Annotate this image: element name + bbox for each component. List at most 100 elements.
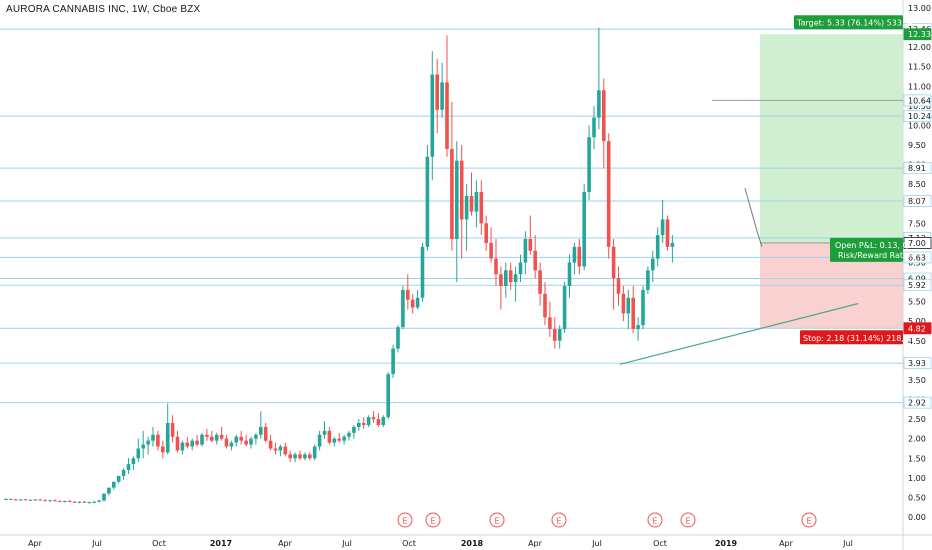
- candle-body: [425, 156, 430, 247]
- candle-body: [136, 448, 141, 459]
- y-tick-label: 2.50: [908, 415, 926, 424]
- candle-body: [455, 160, 459, 240]
- candle-body: [156, 434, 160, 447]
- candle-body: [518, 262, 523, 275]
- candle-body: [435, 74, 439, 110]
- candle-body: [121, 470, 126, 476]
- price-badge: 8.07: [908, 197, 926, 206]
- candle-body: [406, 289, 410, 300]
- price-badge-box: [903, 322, 932, 335]
- candle-body: [592, 117, 596, 138]
- x-tick-label: Jul: [842, 539, 853, 548]
- candle-body: [165, 423, 170, 453]
- candle-body: [87, 502, 92, 504]
- candle-body: [523, 239, 528, 263]
- candle-body: [219, 434, 224, 439]
- y-tick-label: 10.00: [908, 121, 931, 130]
- price-badge: 5.92: [908, 281, 926, 290]
- candle-body: [48, 500, 52, 502]
- y-tick-label: 9.50: [908, 141, 926, 150]
- candle-body: [312, 446, 317, 459]
- candle-body: [543, 293, 547, 318]
- candle-body: [303, 454, 307, 459]
- candle-body: [131, 458, 136, 465]
- price-badge: 6.63: [908, 253, 926, 262]
- y-tick-label: 13.00: [908, 4, 931, 13]
- candle-body: [582, 192, 586, 267]
- candle-body: [445, 82, 449, 149]
- y-tick-label: 7.50: [908, 219, 926, 228]
- earnings-marker-label: E: [806, 517, 811, 526]
- candle-body: [288, 454, 292, 459]
- earnings-marker-label: E: [685, 517, 690, 526]
- y-tick-label: 2.00: [908, 435, 926, 444]
- y-tick-label: 5.00: [908, 317, 926, 326]
- candle-body: [28, 499, 33, 501]
- y-tick-label: 8.50: [908, 180, 926, 189]
- candle-body: [4, 498, 8, 500]
- candle-body: [234, 436, 239, 443]
- candle-body: [548, 317, 552, 330]
- price-badge: 6.09: [908, 275, 926, 284]
- target-label-box: [794, 15, 903, 30]
- candle-body: [342, 436, 346, 441]
- candle-body: [513, 274, 518, 283]
- earnings-marker-label: E: [430, 517, 435, 526]
- candle-body: [161, 446, 165, 453]
- price-badge-box: [903, 162, 932, 175]
- x-tick-label: Oct: [402, 539, 416, 548]
- y-tick-label: 10.50: [908, 102, 931, 111]
- earnings-marker: [489, 512, 505, 528]
- candle-body: [660, 219, 665, 236]
- candle-body: [259, 426, 263, 435]
- x-tick-label: Jul: [91, 539, 102, 548]
- candle-body: [97, 500, 101, 502]
- candle-body: [170, 423, 175, 437]
- candle-body: [82, 501, 87, 503]
- price-badge-box: [903, 251, 932, 264]
- candle-body: [38, 499, 43, 501]
- candle-body: [371, 417, 376, 420]
- candle-body: [499, 274, 503, 286]
- candle-body: [146, 440, 150, 445]
- earnings-marker: [397, 512, 413, 528]
- y-tick-label: 12.00: [908, 43, 931, 52]
- earnings-marker: [801, 512, 817, 528]
- candle-body: [626, 297, 631, 314]
- risk-reward-label: Risk/Reward Ratio: [838, 251, 910, 260]
- candles-group: [4, 27, 675, 504]
- y-tick-label: 4.50: [908, 337, 926, 346]
- price-badge-box: [903, 396, 932, 409]
- y-tick-label: 1.50: [908, 454, 926, 463]
- earnings-marker: [680, 512, 696, 528]
- x-tick-label: Oct: [152, 539, 166, 548]
- price-badge: 2.92: [908, 399, 926, 408]
- candle-body: [611, 246, 616, 279]
- candle-body: [102, 493, 106, 501]
- candle-body: [151, 434, 155, 441]
- earnings-marker: [425, 512, 441, 528]
- candle-body: [332, 438, 337, 443]
- candle-body: [195, 440, 199, 445]
- trendline: [619, 303, 859, 365]
- candle-body: [567, 262, 572, 286]
- candle-body: [621, 293, 626, 314]
- candle-body: [116, 475, 121, 482]
- price-badge: 10.64: [908, 96, 931, 105]
- candle-body: [489, 242, 493, 259]
- candle-body: [244, 440, 248, 445]
- earnings-marker-label: E: [556, 517, 561, 526]
- x-tick-label: Apr: [28, 539, 43, 548]
- candle-body: [141, 444, 145, 449]
- candle-body: [23, 499, 28, 501]
- candle-body: [670, 242, 675, 247]
- candle-body: [239, 436, 243, 441]
- candle-body: [107, 487, 111, 494]
- candle-body: [401, 289, 405, 328]
- candle-body: [361, 423, 366, 425]
- x-tick-label: 2018: [461, 539, 484, 548]
- pnl-label-box: [830, 237, 903, 262]
- x-tick-label: 2017: [210, 539, 232, 548]
